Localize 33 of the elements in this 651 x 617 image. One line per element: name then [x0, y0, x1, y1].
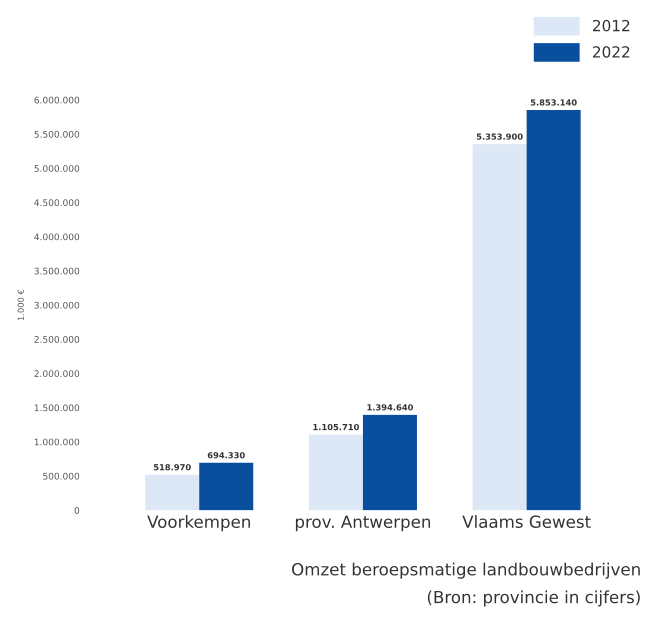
y-tick-label: 5.000.000	[34, 165, 80, 172]
data-label: 1.394.640	[367, 404, 414, 410]
x-tick-label: prov. Antwerpen	[296, 516, 430, 532]
y-tick-label: 3.000.000	[34, 302, 80, 309]
data-label: 5.853.140	[530, 99, 577, 106]
bar	[472, 144, 527, 510]
x-tick-label: Vlaams Gewest	[462, 515, 591, 528]
y-tick-label: 1.500.000	[34, 404, 80, 412]
y-tick-label: 1.000.000	[34, 438, 80, 446]
bar	[199, 462, 254, 510]
legend-label: 2022	[592, 46, 630, 58]
y-tick-label: 0	[74, 506, 80, 514]
y-tick-label: 4.000.000	[34, 233, 80, 240]
bar	[362, 414, 417, 510]
text: Omzet beroepsmatige landbouwbedrijven	[292, 562, 640, 579]
y-tick-label: 2.000.000	[34, 370, 80, 378]
bar	[526, 110, 581, 510]
y-tick-label: 5.500.000	[34, 130, 80, 138]
x-tick-label: Voorkempen	[147, 515, 250, 532]
bar	[145, 474, 200, 510]
y-tick-label: 4.500.000	[34, 199, 80, 206]
y-axis-title: 1.000 €	[18, 290, 24, 320]
y-tick-label: 3.500.000	[34, 268, 80, 274]
y-tick-label: 6.000.000	[34, 96, 80, 104]
y-tick-label: 500.000	[43, 472, 80, 480]
data-label: 694.330	[208, 452, 245, 458]
bar	[308, 434, 363, 510]
y-tick-label: 2.500.000	[34, 336, 80, 343]
data-label: 518.970	[154, 464, 191, 470]
data-label: 1.105.710	[313, 424, 359, 430]
data-label: 5.353.900	[476, 133, 523, 140]
legend-label: 2012	[592, 20, 630, 32]
text: (Bron: provincie in cijfers)	[428, 590, 640, 607]
